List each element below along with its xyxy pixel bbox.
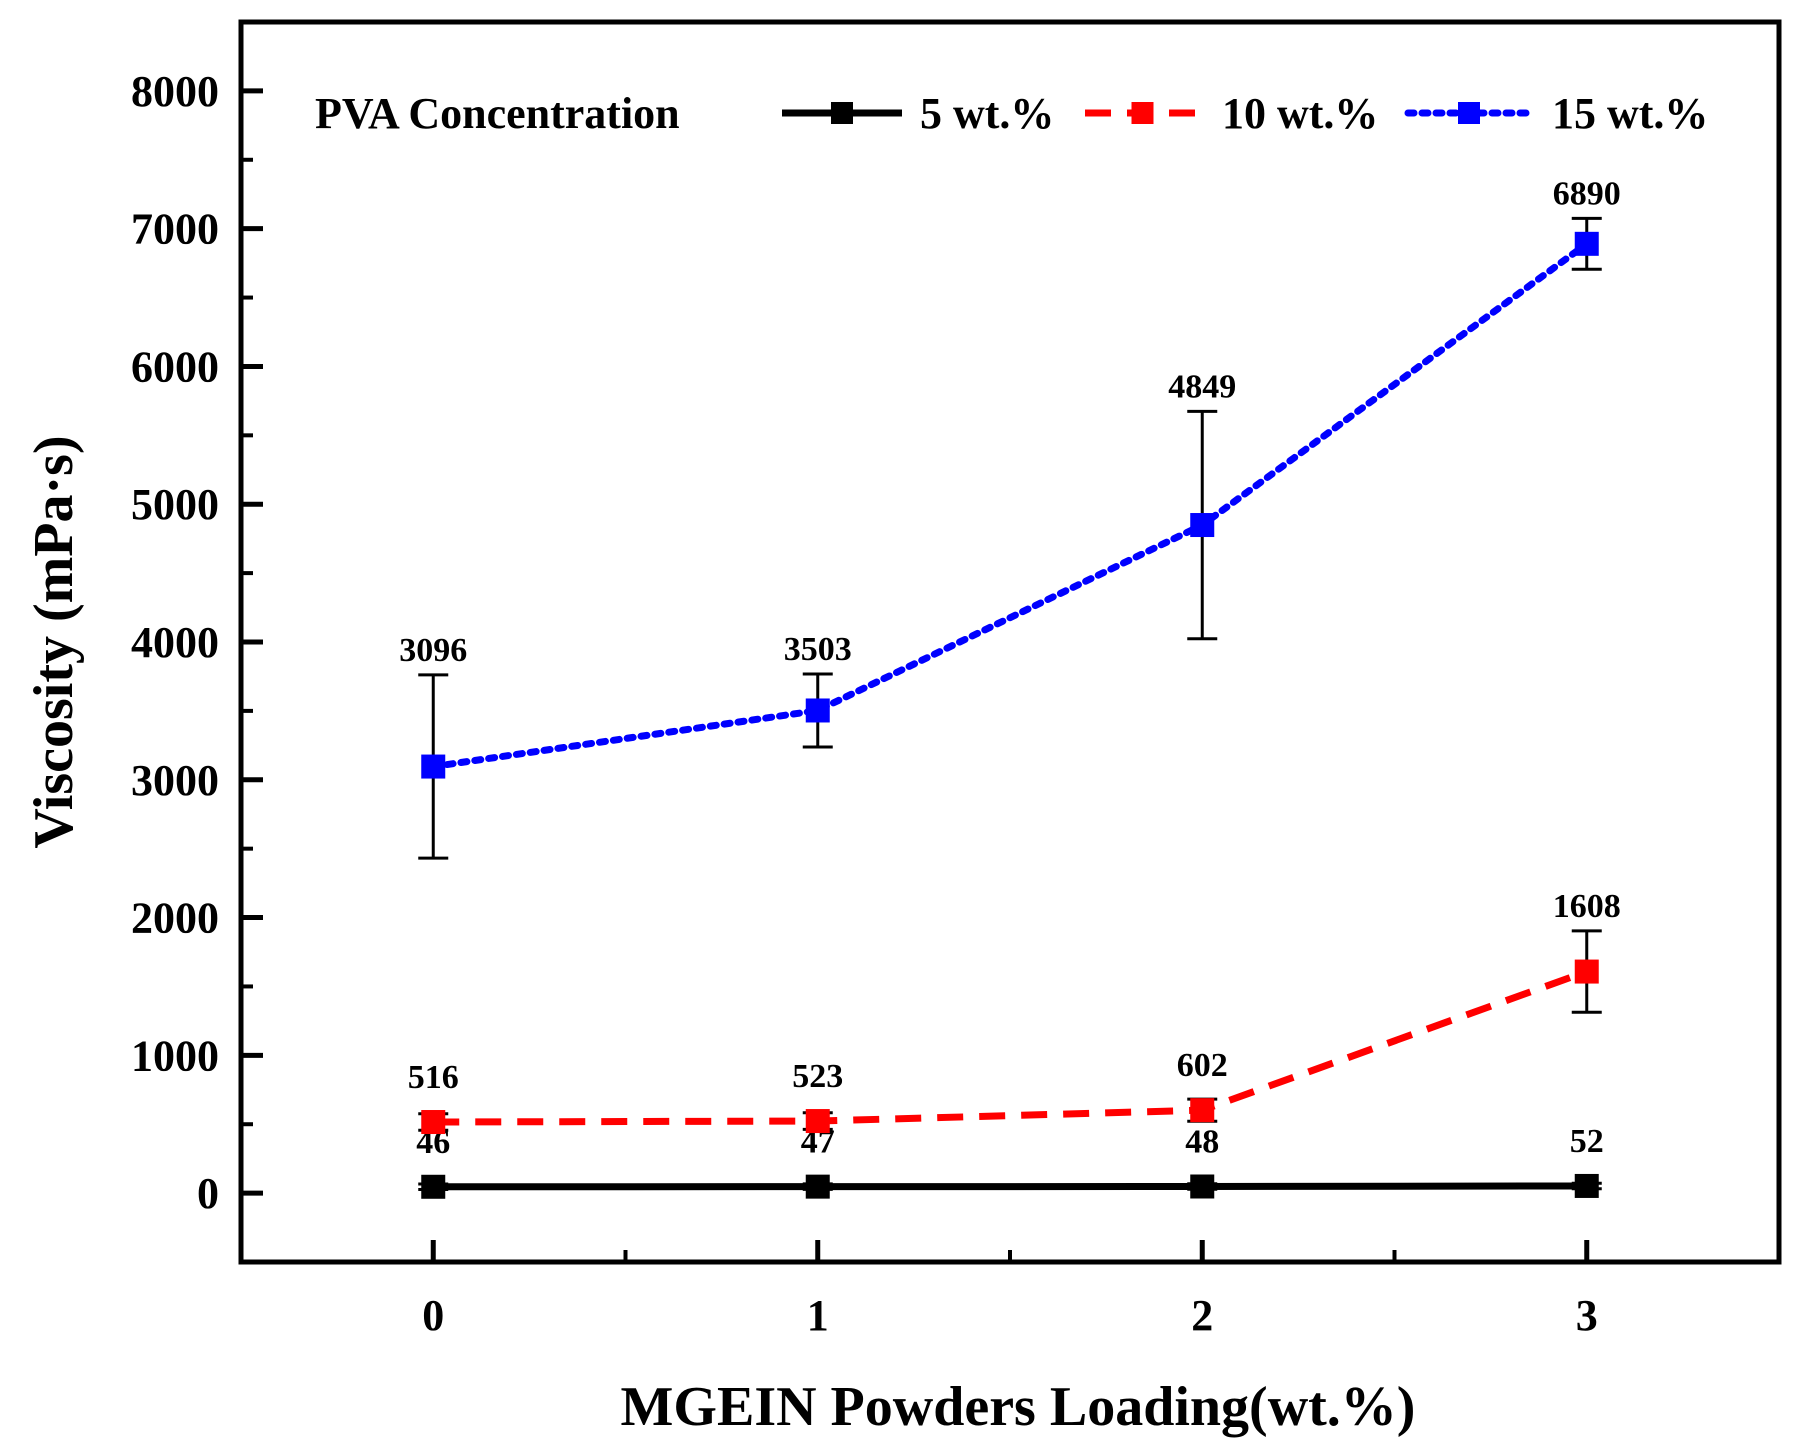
series-line [433,1182,1587,1191]
data-label: 523 [792,1058,843,1095]
legend-label: 15 wt.% [1552,89,1708,138]
data-label: 3503 [784,631,852,668]
data-point [1190,1174,1215,1199]
legend-marker [1131,102,1154,124]
series-1: 46 47 48 52 [416,1123,1604,1199]
data-label: 52 [1570,1123,1604,1160]
data-point [1574,231,1599,256]
y-axis-title: Viscosity (mPa·s) [23,435,85,848]
legend-label: 5 wt.% [920,89,1054,138]
y-axis: 0 1000 2000 3000 4000 5000 6000 7000 8000 [131,67,263,1218]
y-tick-label: 2000 [131,894,219,943]
y-tick-label: 6000 [131,342,219,391]
data-point [421,1110,446,1135]
data-label: 48 [1185,1123,1219,1160]
legend-entry-1: 5 wt.% [782,89,1054,138]
legend-label: 10 wt.% [1222,89,1378,138]
data-label: 1608 [1553,888,1621,925]
series-2: 516 523 602 1608 [408,888,1621,1135]
data-label: 516 [408,1059,459,1096]
legend-marker [831,102,853,124]
y-tick-label: 0 [197,1169,219,1218]
data-point [805,698,830,723]
legend-entry-2: 10 wt.% [1085,89,1378,138]
series-line [433,968,1588,1126]
x-axis: 0 1 2 3 [422,1240,1598,1340]
plot-frame [238,19,1782,1265]
series-3: 3096 3503 4849 6890 [399,175,1621,860]
legend-entry-3: 15 wt.% [1404,89,1708,138]
data-point [1190,1098,1215,1123]
y-tick-label: 8000 [131,67,219,116]
y-tick-label: 7000 [131,205,219,254]
x-tick-label: 3 [1576,1291,1598,1340]
y-tick-label: 3000 [131,756,219,805]
data-point [1574,959,1599,984]
legend-marker [1458,102,1480,124]
data-label: 3096 [399,632,467,669]
data-point [805,1109,830,1134]
data-label: 6890 [1553,175,1621,212]
y-tick-label: 1000 [131,1031,219,1080]
data-point [805,1174,830,1199]
data-point [421,1174,446,1199]
legend-title: PVA Concentration [315,89,680,138]
data-point [1190,513,1215,538]
x-tick-label: 1 [807,1291,829,1340]
x-axis-title: MGEIN Powders Loading(wt.%) [621,1376,1416,1438]
y-tick-label: 4000 [131,618,219,667]
x-tick-label: 0 [422,1291,444,1340]
data-label: 4849 [1168,368,1236,405]
data-point [1574,1173,1599,1198]
series-line [429,240,1591,771]
legend: PVA Concentration 5 wt.% 10 wt.% 15 wt.% [315,89,1708,138]
x-tick-label: 2 [1191,1291,1213,1340]
data-label: 602 [1177,1047,1228,1084]
y-tick-label: 5000 [131,480,219,529]
data-point [421,754,446,779]
